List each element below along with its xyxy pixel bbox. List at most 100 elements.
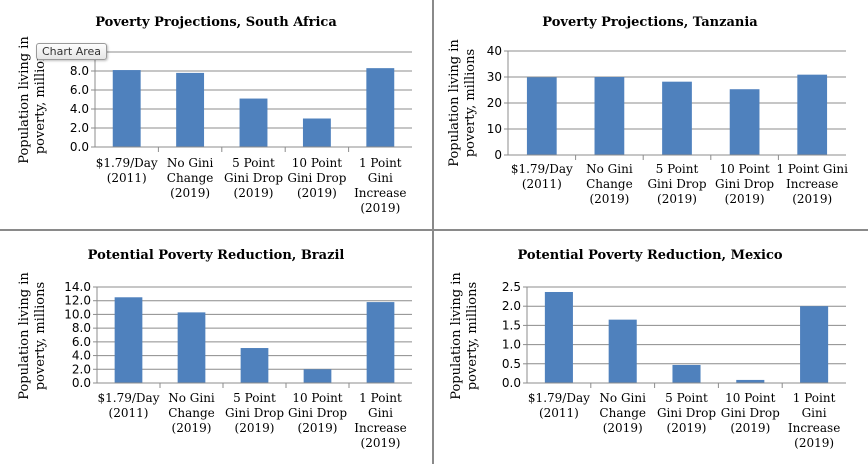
x-tick-label: (2019) xyxy=(297,186,337,200)
chart-panel-tanzania[interactable]: Poverty Projections, Tanzania 0 10 20 30 40 Po… xyxy=(434,0,868,229)
x-tick-label: (2019) xyxy=(172,421,212,435)
chart-panel-south-africa[interactable]: Poverty Projections, South Africa 0.0 2.0 4… xyxy=(0,0,432,229)
chart-title: Poverty Projections, South Africa xyxy=(95,15,337,30)
y-axis-label: Population living in poverty, millions xyxy=(447,39,478,167)
chart-area-tooltip: Chart Area xyxy=(36,43,108,60)
y-tick-label: 4.0 xyxy=(72,349,91,363)
x-tick-label: Gini Drop xyxy=(721,406,780,420)
x-tick-label: (2019) xyxy=(603,421,643,435)
chart-title: Potential Poverty Reduction, Brazil xyxy=(88,248,345,263)
x-tick-label: (2019) xyxy=(298,421,338,435)
bar-brazil-2 xyxy=(240,348,269,383)
y-tick-label: 40 xyxy=(487,44,502,58)
y-tick-label: 2.5 xyxy=(502,280,521,294)
y-axis-label-line: poverty, millions xyxy=(463,49,478,157)
bar-south-africa-3 xyxy=(302,118,331,147)
y-tick-label: 1.5 xyxy=(502,318,521,332)
x-tick-label: (2019) xyxy=(235,421,275,435)
y-axis-label-line: poverty, millions xyxy=(465,282,480,390)
y-tick-label: 2.0 xyxy=(70,121,89,135)
x-tick-label: Gini xyxy=(802,406,827,420)
y-tick-label: 14.0 xyxy=(64,280,91,294)
x-tick-label: $1.79/Day xyxy=(528,391,590,405)
y-tick-label: 0 xyxy=(494,148,502,162)
y-axis-label-line: Population living in xyxy=(17,272,32,400)
bar-south-africa-0 xyxy=(112,70,141,147)
bar-tanzania-3 xyxy=(729,89,760,155)
x-tick-label: 1 Point xyxy=(793,391,836,405)
x-tick-label: Change xyxy=(168,406,215,420)
x-tick-label: (2011) xyxy=(107,171,147,185)
x-tick-label: Gini Drop xyxy=(657,406,716,420)
x-tick-label: 10 Point xyxy=(292,156,342,170)
x-tick-label: Gini xyxy=(368,406,393,420)
vertical-divider xyxy=(432,0,434,464)
chart-panel-brazil[interactable]: Potential Poverty Reduction, Brazil 0.0 2.… xyxy=(0,231,432,464)
y-axis-label: Population living in poverty, millions xyxy=(17,36,48,164)
x-tick-label: 5 Point xyxy=(656,162,699,176)
x-tick-label: 1 Point Gini xyxy=(776,162,848,176)
chart-title: Poverty Projections, Tanzania xyxy=(542,15,758,30)
x-tick-label: Increase xyxy=(354,186,406,200)
x-tick-label: (2019) xyxy=(360,201,400,215)
x-tick-label: Gini Drop xyxy=(225,406,284,420)
y-tick-label: 30 xyxy=(487,70,502,84)
x-tick-label: Change xyxy=(586,177,633,191)
x-tick-label: 10 Point xyxy=(292,391,342,405)
y-tick-label: 6.0 xyxy=(72,335,91,349)
bar-south-africa-2 xyxy=(239,98,268,147)
bar-brazil-0 xyxy=(114,297,143,383)
y-tick-label: 8.0 xyxy=(70,64,89,78)
x-tick-label: (2011) xyxy=(522,177,562,191)
x-tick-label: (2011) xyxy=(539,406,579,420)
x-tick-label: 5 Point xyxy=(232,156,275,170)
x-tick-label: (2019) xyxy=(657,192,697,206)
y-tick-label: 0.0 xyxy=(70,140,89,154)
bar-mexico-0 xyxy=(544,291,573,383)
bar-tanzania-4 xyxy=(797,74,828,155)
x-tick-label: Increase xyxy=(786,177,838,191)
y-tick-label: 12.0 xyxy=(64,294,91,308)
x-tick-label: Change xyxy=(167,171,214,185)
x-tick-label: (2019) xyxy=(667,421,707,435)
bar-mexico-2 xyxy=(672,364,701,383)
y-tick-label: 8.0 xyxy=(72,321,91,335)
x-tick-label: (2019) xyxy=(725,192,765,206)
x-tick-label: Gini Drop xyxy=(715,177,774,191)
y-axis-label-line: poverty, millions xyxy=(33,46,48,154)
chart-title: Potential Poverty Reduction, Mexico xyxy=(517,248,782,263)
x-tick-label: 1 Point xyxy=(359,391,402,405)
x-tick-label: 1 Point xyxy=(359,156,402,170)
x-tick-label: No Gini xyxy=(599,391,646,405)
y-axis-label: Population living in poverty, millions xyxy=(449,272,480,400)
x-tick-label: Gini Drop xyxy=(647,177,706,191)
bar-tanzania-0 xyxy=(526,77,557,155)
x-tick-label: Gini Drop xyxy=(224,171,283,185)
x-tick-label: Change xyxy=(599,406,646,420)
x-tick-label: No Gini xyxy=(167,156,214,170)
bar-brazil-1 xyxy=(177,312,206,383)
x-tick-label: (2019) xyxy=(361,436,401,450)
chart-svg-brazil: Potential Poverty Reduction, Brazil 0.02.… xyxy=(17,248,412,450)
horizontal-divider xyxy=(0,229,868,231)
y-tick-label: 10 xyxy=(487,122,502,136)
y-tick-label: 2.0 xyxy=(502,299,521,313)
y-tick-label: 4.0 xyxy=(70,102,89,116)
y-tick-label: 2.0 xyxy=(72,362,91,376)
bar-mexico-1 xyxy=(608,319,637,383)
x-tick-label: 10 Point xyxy=(719,162,769,176)
x-tick-label: (2011) xyxy=(109,406,149,420)
chart-panel-mexico[interactable]: Potential Poverty Reduction, Mexico 0.0 0.… xyxy=(434,231,868,464)
bar-mexico-4 xyxy=(800,306,829,383)
bar-mexico-3 xyxy=(736,379,765,383)
x-tick-label: Increase xyxy=(788,421,840,435)
chart-svg-tanzania: Poverty Projections, Tanzania 0 10 20 30 40 Po… xyxy=(447,15,848,206)
x-tick-label: (2019) xyxy=(794,436,834,450)
y-axis-label-line: Population living in xyxy=(449,272,464,400)
x-tick-label: No Gini xyxy=(586,162,633,176)
y-tick-label: 20 xyxy=(487,96,502,110)
x-tick-label: (2019) xyxy=(234,186,274,200)
x-tick-label: $1.79/Day xyxy=(511,162,573,176)
x-tick-label: Gini Drop xyxy=(287,171,346,185)
chart-svg-mexico: Potential Poverty Reduction, Mexico 0.0 0.… xyxy=(449,248,846,450)
